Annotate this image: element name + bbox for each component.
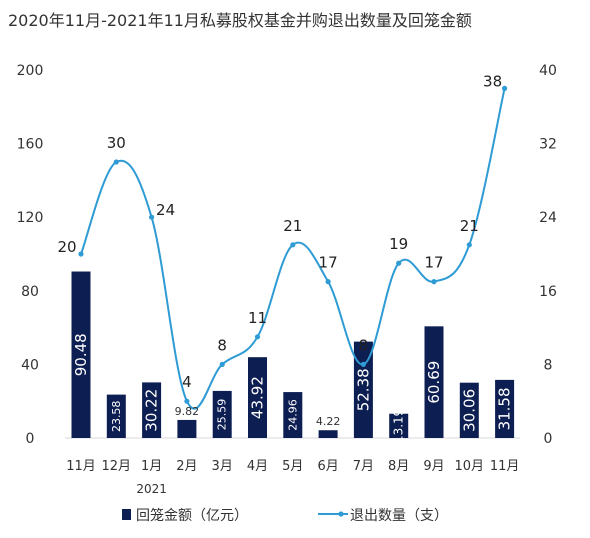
line-value-label: 21	[283, 217, 302, 235]
bar-value-label: 30.06	[460, 389, 478, 432]
line-point	[466, 242, 472, 248]
x-tick-label: 1月	[141, 459, 162, 474]
line-point	[360, 361, 366, 367]
line-value-label: 17	[319, 254, 338, 272]
line-point	[184, 398, 190, 404]
x-tick-label: 12月	[102, 459, 132, 474]
y-left-tick-label: 200	[17, 63, 44, 79]
bar	[71, 271, 91, 438]
bar-value-label: 9.82	[175, 405, 200, 418]
x-tick-label: 11月	[490, 459, 520, 474]
bar	[353, 341, 373, 438]
bar	[106, 394, 126, 438]
x-tick-label: 8月	[388, 459, 409, 474]
y-left-tick-label: 120	[17, 210, 44, 226]
line-value-label: 8	[217, 336, 227, 354]
line-point	[502, 85, 508, 91]
bar	[212, 390, 232, 438]
y-right-tick-label: 16	[539, 284, 557, 300]
axes-layer: 0 40 80 120 160 200 0 8 16 24 32 40 11月 12月 1月 2月 3月 4月 5月…	[17, 63, 557, 496]
line-value-label: 24	[156, 201, 175, 219]
x-tick-label: 10月	[455, 459, 485, 474]
y-right-tick-label: 32	[539, 137, 557, 153]
bar-value-label: 13.19	[392, 409, 406, 443]
line-value-label: 11	[248, 309, 267, 327]
line-point	[431, 279, 437, 285]
bar-value-label: 90.48	[72, 333, 90, 376]
x-tick-label: 2月	[176, 459, 197, 474]
bars-layer	[71, 271, 515, 438]
bar	[389, 413, 409, 438]
bar-value-label: 30.22	[143, 389, 161, 432]
legend-line-label: 退出数量（支）	[350, 508, 448, 524]
bar-value-label: 60.69	[425, 361, 443, 404]
bar-value-label: 52.38	[354, 368, 372, 411]
line-value-label: 19	[389, 235, 408, 253]
bar-value-label: 43.92	[249, 376, 267, 419]
chart-title: 2020年11月-2021年11月私募股权基金并购退出数量及回笼金额	[8, 11, 472, 30]
line-point	[290, 242, 296, 248]
line-value-label: 8	[359, 336, 369, 354]
x-tick-label: 9月	[423, 459, 444, 474]
legend-bar-label: 回笼金额（亿元）	[136, 507, 248, 524]
y-right-tick-label: 40	[539, 63, 557, 79]
bar-value-label: 24.96	[286, 399, 299, 431]
legend: 回笼金额（亿元） 退出数量（支）	[122, 507, 448, 524]
year-note: 2021	[136, 482, 167, 496]
line-value-label: 30	[107, 134, 126, 152]
line-point	[325, 279, 331, 285]
x-tick-label: 11月	[66, 459, 96, 474]
legend-bar-swatch	[122, 509, 131, 520]
line-value-label: 20	[57, 238, 76, 256]
data-labels-layer: 90.48 23.58 30.22 9.82 25.59 43.92 24.96 4.22 52…	[57, 72, 513, 443]
line-value-label: 38	[483, 72, 502, 90]
x-tick-label: 6月	[317, 459, 338, 474]
y-right-tick-label: 0	[544, 431, 553, 447]
line-point	[254, 334, 261, 340]
line-value-label: 21	[460, 217, 479, 235]
y-left-tick-label: 80	[21, 284, 39, 300]
bar	[459, 382, 479, 438]
x-tick-label: 4月	[247, 459, 268, 474]
legend-line-marker	[338, 511, 344, 517]
bar	[142, 382, 162, 438]
y-right-tick-label: 8	[544, 357, 553, 373]
line-point	[78, 251, 84, 257]
line-layer	[78, 85, 508, 410]
bar	[177, 419, 197, 438]
y-left-tick-label: 0	[26, 431, 35, 447]
bar	[424, 326, 444, 438]
bar	[495, 379, 515, 438]
line-point	[219, 361, 225, 367]
bar-value-label: 23.58	[110, 401, 123, 433]
line-point	[113, 159, 119, 165]
y-right-tick-label: 24	[539, 210, 557, 226]
x-tick-label: 7月	[353, 459, 374, 474]
x-tick-label: 3月	[212, 459, 233, 474]
x-tick-label: 5月	[282, 459, 303, 474]
y-left-tick-label: 160	[17, 137, 44, 153]
line-value-label: 17	[424, 254, 443, 272]
bar-value-label: 4.22	[316, 415, 341, 428]
bar	[283, 392, 303, 438]
line-value-label: 4	[182, 373, 192, 391]
line-point	[396, 260, 402, 266]
bar	[318, 430, 338, 438]
line-point	[149, 214, 155, 220]
y-left-tick-label: 40	[21, 357, 39, 373]
bar-value-label: 31.58	[496, 387, 514, 430]
bar-value-label: 25.59	[216, 399, 229, 431]
bar	[248, 357, 267, 438]
